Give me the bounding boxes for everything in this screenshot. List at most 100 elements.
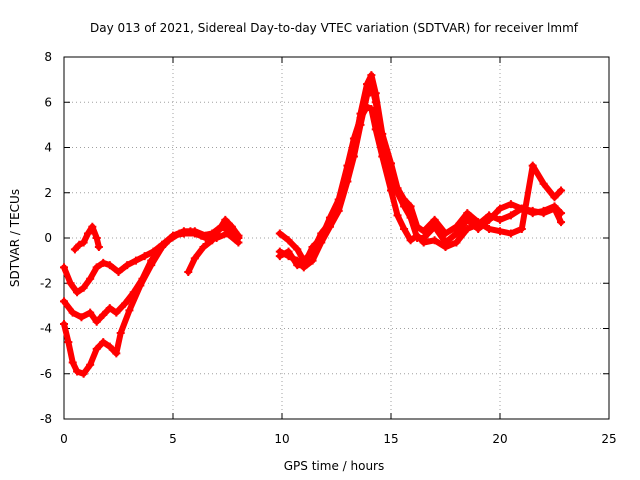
data-point	[79, 238, 88, 247]
data-point	[184, 267, 193, 276]
data-point	[114, 267, 123, 276]
data-point	[179, 229, 188, 238]
data-point	[284, 236, 293, 245]
data-point	[140, 252, 149, 261]
x-tick-label: 25	[601, 432, 616, 446]
data-point	[463, 209, 472, 218]
grid-layer	[64, 57, 609, 419]
y-axis-label: SDTVAR / TECUs	[8, 189, 22, 287]
data-point	[99, 338, 108, 347]
data-point	[70, 245, 79, 254]
y-tick-label: 8	[44, 50, 52, 64]
data-point	[105, 261, 114, 270]
data-point	[99, 258, 108, 267]
data-point	[99, 310, 108, 319]
data-point	[131, 256, 140, 265]
data-point	[275, 229, 284, 238]
data-point	[452, 238, 461, 247]
data-point	[86, 274, 95, 283]
y-tick-label: 6	[44, 95, 52, 109]
data-point	[60, 297, 68, 306]
data-point	[557, 186, 566, 195]
tick-layer: 0 5 10 15 20 25 -8 -6 -4 -2 0 2 4 6 8	[40, 50, 617, 446]
data-point	[147, 256, 156, 265]
data-point	[123, 261, 132, 270]
data-point	[221, 215, 230, 224]
data-point	[400, 202, 409, 211]
data-point	[86, 360, 95, 369]
data-point	[73, 288, 82, 297]
data-point	[169, 231, 177, 240]
data-point	[430, 215, 439, 224]
data-point	[356, 114, 365, 123]
y-tick-label: 2	[44, 186, 52, 200]
data-point	[419, 238, 428, 247]
data-point	[284, 247, 293, 256]
data-point	[393, 211, 402, 220]
data-point	[105, 342, 114, 351]
x-tick-label: 0	[60, 432, 68, 446]
series-layer	[60, 71, 566, 378]
data-point	[116, 329, 125, 338]
data-point	[92, 344, 101, 353]
data-point	[88, 222, 97, 231]
data-point	[275, 252, 284, 261]
y-tick-label: 4	[44, 141, 52, 155]
data-point	[393, 188, 402, 197]
data-point	[413, 231, 422, 240]
series-track-8	[275, 102, 566, 270]
x-tick-label: 10	[274, 432, 289, 446]
data-point	[371, 98, 380, 107]
data-point	[506, 229, 515, 238]
data-point	[86, 308, 95, 317]
data-point	[105, 304, 114, 313]
data-point	[557, 218, 566, 227]
x-tick-label: 20	[492, 432, 507, 446]
data-point	[112, 308, 121, 317]
data-point	[149, 247, 158, 256]
y-tick-label: -6	[40, 367, 52, 381]
data-point	[474, 220, 483, 229]
data-point	[367, 71, 376, 80]
series-track-5	[184, 215, 243, 276]
data-point	[517, 204, 526, 213]
series-line	[276, 103, 564, 269]
data-point	[496, 227, 504, 236]
y-tick-label: -8	[40, 412, 52, 426]
data-point	[550, 193, 559, 202]
data-point	[463, 224, 472, 233]
data-point	[83, 229, 92, 238]
data-point	[506, 200, 515, 209]
data-point	[528, 206, 537, 215]
data-point	[387, 186, 395, 195]
data-point	[75, 240, 84, 249]
y-tick-label: 0	[44, 231, 52, 245]
data-point	[112, 349, 121, 358]
data-point	[528, 161, 537, 170]
data-point	[190, 229, 199, 238]
data-point	[325, 213, 334, 222]
data-point	[485, 224, 494, 233]
data-point	[441, 243, 450, 252]
data-point	[400, 224, 409, 233]
data-point	[539, 209, 548, 218]
data-point	[92, 317, 101, 326]
y-tick-label: -4	[40, 322, 52, 336]
data-point	[79, 369, 88, 378]
data-point	[308, 256, 317, 265]
data-point	[94, 243, 103, 252]
data-point	[64, 338, 73, 347]
data-point	[60, 319, 68, 328]
data-point	[452, 229, 461, 238]
data-point	[92, 263, 101, 272]
data-point	[129, 288, 138, 297]
data-point	[539, 179, 548, 188]
data-point	[363, 91, 372, 100]
data-point	[92, 234, 101, 242]
data-point	[201, 234, 210, 242]
data-point	[208, 236, 217, 245]
data-point	[125, 306, 134, 315]
x-tick-label: 5	[169, 432, 177, 446]
data-point	[550, 204, 559, 213]
data-point	[496, 204, 504, 213]
